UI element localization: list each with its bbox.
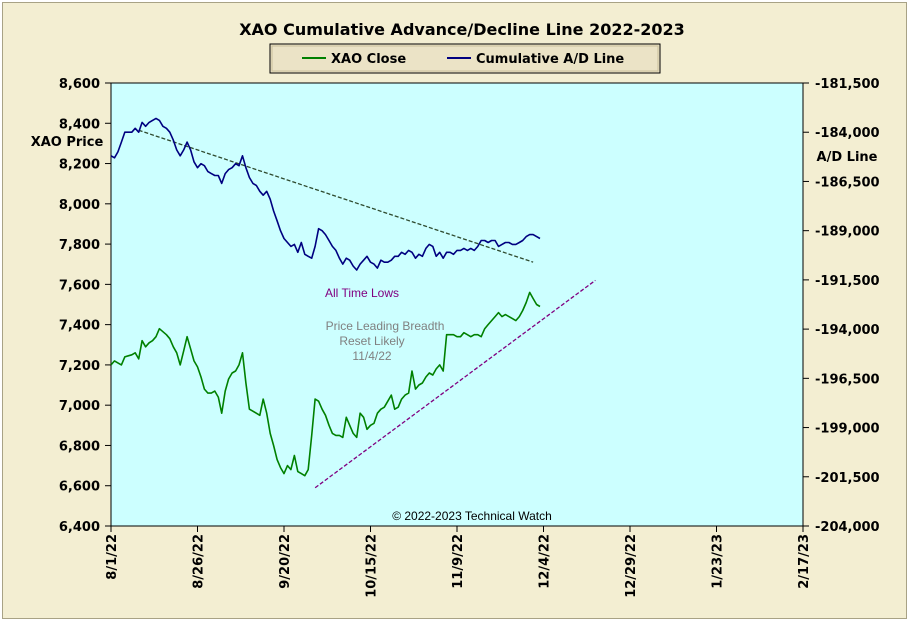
left-tick-label: 8,000 bbox=[59, 198, 100, 213]
series-line-xao-close bbox=[110, 291, 541, 477]
x-axis: 8/1/22 8/26/22 9/20/22 10/15/22 11/9/22 12/4/… bbox=[105, 526, 812, 598]
left-tick-label: 7,400 bbox=[59, 319, 100, 334]
left-axis: 6,400 6,600 6,800 7,000 7,200 7,400 7,600 7,800… bbox=[59, 77, 111, 535]
left-tick-label: 8,200 bbox=[59, 158, 100, 173]
right-tick-label: -196,500 bbox=[815, 372, 880, 387]
annotation-all-time-lows: All Time Lows bbox=[325, 286, 399, 300]
left-axis-label: XAO Price bbox=[31, 135, 104, 150]
plot-area bbox=[110, 82, 804, 527]
left-tick-label: 7,200 bbox=[59, 359, 100, 374]
right-axis: -204,000 -201,500 -199,000 -196,500 -194,000… bbox=[803, 77, 880, 535]
right-tick-label: -181,500 bbox=[815, 77, 880, 92]
left-tick-label: 6,800 bbox=[59, 439, 100, 454]
legend-label-ad-line: Cumulative A/D Line bbox=[476, 52, 624, 67]
x-tick-label: 11/9/22 bbox=[451, 534, 466, 589]
left-tick-label: 6,400 bbox=[59, 520, 100, 535]
left-tick-label: 8,400 bbox=[59, 117, 100, 132]
left-tick-label: 7,600 bbox=[59, 278, 100, 293]
x-tick-label: 8/26/22 bbox=[192, 534, 207, 589]
annotation-price-leading: Price Leading Breadth bbox=[326, 319, 445, 333]
legend: XAO Close Cumulative A/D Line bbox=[269, 43, 661, 74]
x-tick-label: 10/15/22 bbox=[365, 534, 380, 598]
legend-box-inner-shadow bbox=[271, 45, 659, 72]
right-tick-label: -194,000 bbox=[815, 323, 880, 338]
right-tick-label: -184,000 bbox=[815, 126, 880, 141]
right-axis-label: A/D Line bbox=[817, 150, 878, 165]
series-group bbox=[110, 117, 541, 477]
legend-label-xao-close: XAO Close bbox=[331, 52, 406, 67]
trendlines bbox=[138, 129, 596, 489]
right-tick-label: -186,500 bbox=[815, 175, 880, 190]
right-tick-label: -204,000 bbox=[815, 520, 880, 535]
chart-title: XAO Cumulative Advance/Decline Line 2022… bbox=[239, 20, 685, 39]
trendline bbox=[314, 279, 596, 489]
x-tick-label: 8/1/22 bbox=[105, 534, 120, 580]
series-line-ad-line bbox=[110, 117, 541, 271]
trendline bbox=[138, 129, 534, 263]
x-tick-label: 2/17/23 bbox=[797, 534, 812, 589]
left-tick-label: 7,000 bbox=[59, 399, 100, 414]
annotation-reset-likely: Reset Likely bbox=[339, 334, 404, 348]
left-tick-label: 6,600 bbox=[59, 480, 100, 495]
copyright: © 2022-2023 Technical Watch bbox=[392, 509, 552, 523]
annotation-date: 11/4/22 bbox=[352, 349, 391, 363]
left-tick-label: 7,800 bbox=[59, 238, 100, 253]
x-tick-label: 1/23/23 bbox=[711, 534, 726, 589]
right-tick-label: -201,500 bbox=[815, 471, 880, 486]
right-tick-label: -199,000 bbox=[815, 422, 880, 437]
right-tick-label: -191,500 bbox=[815, 274, 880, 289]
x-tick-label: 9/20/22 bbox=[278, 534, 293, 589]
left-tick-label: 8,600 bbox=[59, 77, 100, 92]
x-tick-label: 12/29/22 bbox=[624, 534, 639, 598]
right-tick-label: -189,000 bbox=[815, 225, 880, 240]
x-tick-label: 12/4/22 bbox=[538, 534, 553, 589]
